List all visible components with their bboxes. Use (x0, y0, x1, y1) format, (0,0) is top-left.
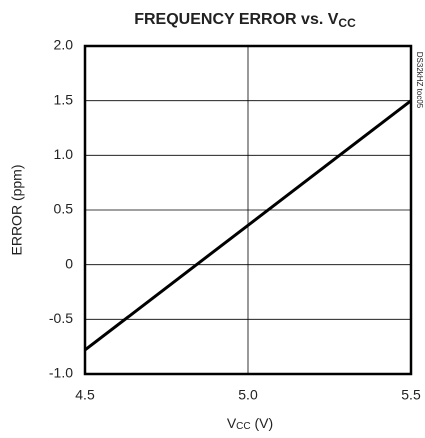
x-axis-label: VCC (V) (227, 415, 273, 432)
y-tick-label: 1.5 (54, 91, 74, 107)
y-tick-label: 1.0 (54, 146, 74, 162)
y-axis-label: ERROR (ppm) (9, 164, 25, 255)
y-tick-label: 0.5 (54, 201, 74, 217)
x-tick-label: 5.5 (401, 387, 421, 403)
line (84, 99, 412, 352)
watermark: DS32kHZ toc05 (415, 52, 424, 109)
y-tick-label: -1.0 (49, 365, 73, 381)
y-tick-label: 0 (65, 255, 73, 271)
chart-title: FREQUENCY ERROR vs. VCC (134, 11, 356, 30)
plot-frame (83, 44, 413, 376)
x-tick-label: 4.5 (75, 387, 95, 403)
x-tick-label: 5.0 (238, 387, 258, 403)
y-tick-label: -0.5 (49, 310, 73, 326)
y-tick-label: 2.0 (54, 37, 74, 53)
